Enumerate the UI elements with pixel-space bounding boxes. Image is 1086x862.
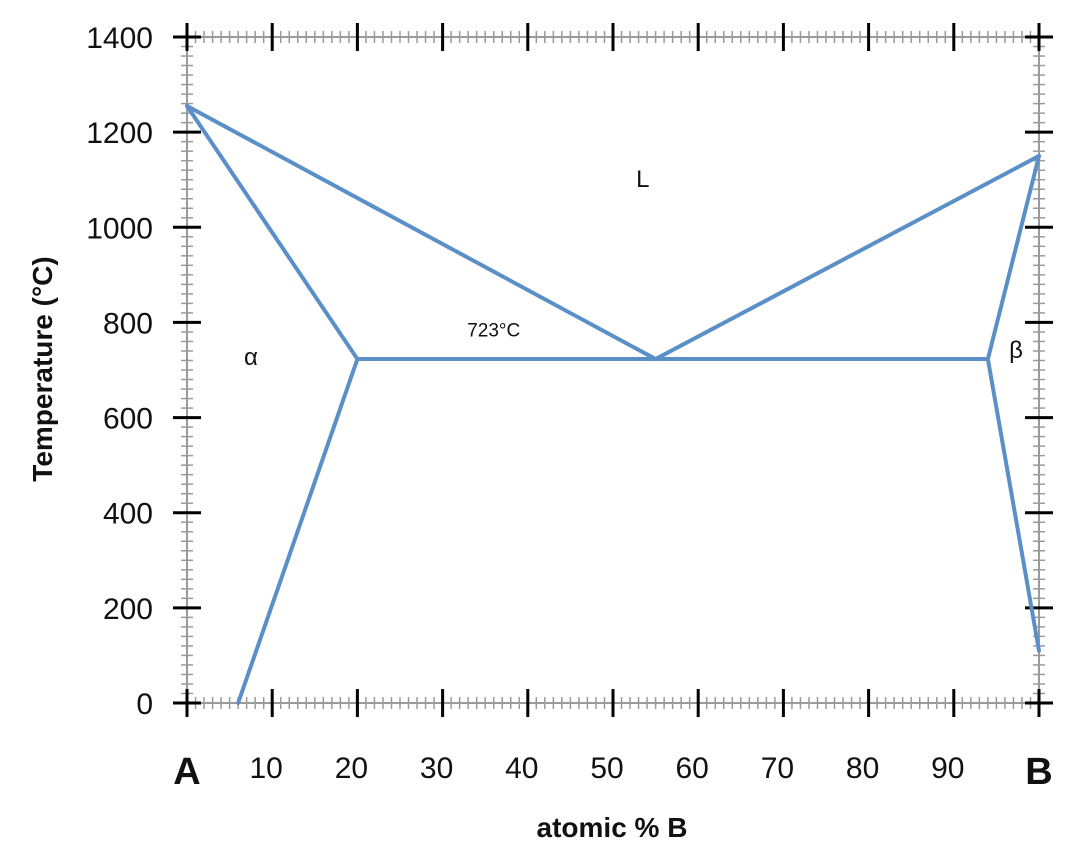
phase-region-label: β bbox=[1009, 337, 1023, 364]
major-ticks bbox=[173, 23, 1053, 717]
chart-labels: 0 200 400 600 800 1000 1200 1400 A 10 20 30 40 50 60 70… bbox=[86, 22, 1052, 793]
x-end-label: A bbox=[173, 751, 200, 793]
phase-boundary-line-4 bbox=[236, 357, 360, 705]
x-tick-label: 40 bbox=[505, 752, 538, 785]
x-end-label: B bbox=[1025, 751, 1052, 793]
plot-frame bbox=[186, 36, 1040, 704]
x-tick-label: 80 bbox=[846, 752, 879, 785]
plot-border bbox=[186, 36, 1040, 704]
phase-boundary-line-5 bbox=[985, 153, 1041, 362]
y-tick-label: 200 bbox=[103, 593, 153, 626]
phase-boundary-lines bbox=[185, 103, 1041, 705]
y-tick-label: 600 bbox=[103, 403, 153, 436]
phase-region-label: α bbox=[244, 344, 258, 371]
phase-boundary-line-1 bbox=[185, 103, 1041, 362]
x-tick-label: 30 bbox=[420, 752, 453, 785]
x-tick-label: 10 bbox=[250, 752, 283, 785]
y-tick-label: 0 bbox=[136, 688, 153, 721]
x-tick-label: 50 bbox=[590, 752, 623, 785]
phase-region-label: L bbox=[636, 166, 649, 193]
x-tick-label: 90 bbox=[931, 752, 964, 785]
y-tick-label: 800 bbox=[103, 307, 153, 340]
minor-ticks bbox=[181, 31, 1045, 709]
y-tick-label: 1400 bbox=[86, 22, 153, 55]
x-axis-title: atomic % B bbox=[537, 812, 688, 843]
x-tick-label: 20 bbox=[335, 752, 368, 785]
x-tick-label: 70 bbox=[761, 752, 794, 785]
phase-boundary-line-2 bbox=[185, 103, 360, 362]
x-tick-label: 60 bbox=[676, 752, 709, 785]
y-tick-label: 1200 bbox=[86, 117, 153, 150]
y-tick-label: 400 bbox=[103, 498, 153, 531]
phase-boundary-line-6 bbox=[985, 357, 1041, 653]
y-axis-title: Temperature (°C) bbox=[27, 256, 58, 481]
eutectic-temperature-label: 723°C bbox=[467, 321, 520, 342]
y-tick-label: 1000 bbox=[86, 212, 153, 245]
